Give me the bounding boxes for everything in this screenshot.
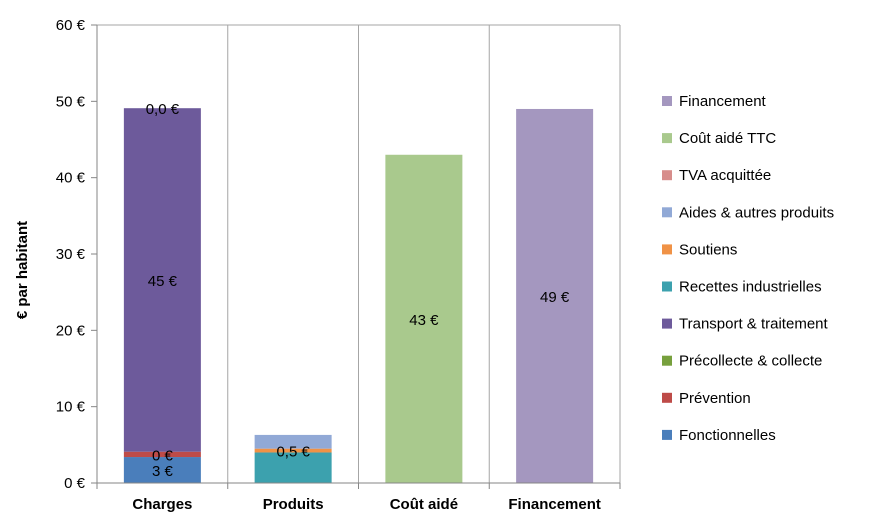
legend-label: Recettes industrielles bbox=[679, 279, 822, 296]
legend-swatch bbox=[662, 392, 672, 403]
y-tick-label: 30 € bbox=[56, 246, 86, 263]
data-label-charges-prevention: 0 € bbox=[152, 447, 174, 464]
y-tick-label: 40 € bbox=[56, 170, 86, 187]
legend: Financement Coût aidé TTC TVA acquittée Aid… bbox=[662, 93, 834, 444]
data-label-cout-aide-cout-aide-ttc: 43 € bbox=[409, 312, 439, 329]
y-tick-label: 50 € bbox=[56, 93, 86, 110]
legend-swatch bbox=[662, 133, 672, 144]
data-label-financement-financement: 49 € bbox=[540, 289, 570, 306]
data-label-charges-top: 0,0 € bbox=[146, 101, 180, 118]
legend-item-cout-aide-ttc: Coût aidé TTC bbox=[662, 130, 776, 147]
legend-item-recettes-industrielles: Recettes industrielles bbox=[662, 279, 822, 296]
bar-charges-transport-and-traitement bbox=[123, 108, 201, 452]
category-label-cout-aide: Coût aidé bbox=[390, 496, 458, 513]
bar-cout-aide-cout-aide-ttc bbox=[385, 154, 463, 483]
legend-item-prevention: Prévention bbox=[662, 390, 751, 407]
y-tick-label: 10 € bbox=[56, 399, 86, 416]
legend-swatch bbox=[662, 207, 672, 218]
legend-label: Coût aidé TTC bbox=[679, 130, 776, 147]
bars bbox=[123, 108, 594, 483]
y-tick-label: 20 € bbox=[56, 322, 86, 339]
category-label-produits: Produits bbox=[263, 496, 324, 513]
legend-item-precollecte-and-collecte: Précollecte & collecte bbox=[662, 353, 822, 370]
legend-swatch bbox=[662, 170, 672, 181]
legend-item-tva-acquittee: TVA acquittée bbox=[662, 167, 771, 184]
bar-produits-aides-and-autres-produits bbox=[254, 434, 332, 449]
category-label-charges: Charges bbox=[132, 496, 192, 513]
data-label-charges-transport-and-traitement: 45 € bbox=[148, 273, 178, 290]
legend-item-aides-and-autres-produits: Aides & autres produits bbox=[662, 204, 834, 221]
legend-item-transport-and-traitement: Transport & traitement bbox=[662, 316, 828, 333]
data-labels: 3 €0 € 45 € 0,0 € 0,5 € 43 € 49 € bbox=[146, 101, 570, 480]
bar-produits-soutiens bbox=[254, 448, 332, 453]
legend-label: Fonctionnelles bbox=[679, 427, 776, 444]
legend-item-soutiens: Soutiens bbox=[662, 241, 737, 258]
legend-swatch bbox=[662, 318, 672, 329]
legend-label: Financement bbox=[679, 93, 767, 110]
bar-financement-financement bbox=[516, 108, 594, 483]
y-tick-label: 60 € bbox=[56, 17, 86, 34]
legend-label: Soutiens bbox=[679, 241, 737, 258]
data-label-charges-fonctionnelles: 3 € bbox=[152, 463, 174, 480]
legend-item-fonctionnelles: Fonctionnelles bbox=[662, 427, 776, 444]
legend-label: Prévention bbox=[679, 390, 751, 407]
legend-label: Aides & autres produits bbox=[679, 204, 834, 221]
axes: 0 € 10 € 20 € 30 € 40 € 50 € 60 € Charges Produi… bbox=[56, 17, 621, 513]
bar-charges-prevention bbox=[123, 451, 201, 458]
bar-produits-recettes-industrielles bbox=[254, 452, 332, 483]
y-tick-label: 0 € bbox=[64, 475, 86, 492]
legend-swatch bbox=[662, 429, 672, 440]
legend-label: Précollecte & collecte bbox=[679, 353, 822, 370]
legend-swatch bbox=[662, 96, 672, 106]
category-label-financement: Financement bbox=[508, 496, 601, 513]
bar-charges-fonctionnelles bbox=[123, 457, 201, 483]
legend-swatch bbox=[662, 281, 672, 292]
data-label-produits-soutiens: 0,5 € bbox=[276, 444, 310, 461]
grid bbox=[97, 24, 621, 483]
legend-label: Transport & traitement bbox=[679, 316, 828, 333]
legend-swatch bbox=[662, 355, 672, 366]
legend-item-financement: Financement bbox=[662, 93, 767, 110]
legend-label: TVA acquittée bbox=[679, 167, 771, 184]
y-axis-title: € par habitant bbox=[14, 221, 31, 319]
legend-swatch bbox=[662, 244, 672, 255]
